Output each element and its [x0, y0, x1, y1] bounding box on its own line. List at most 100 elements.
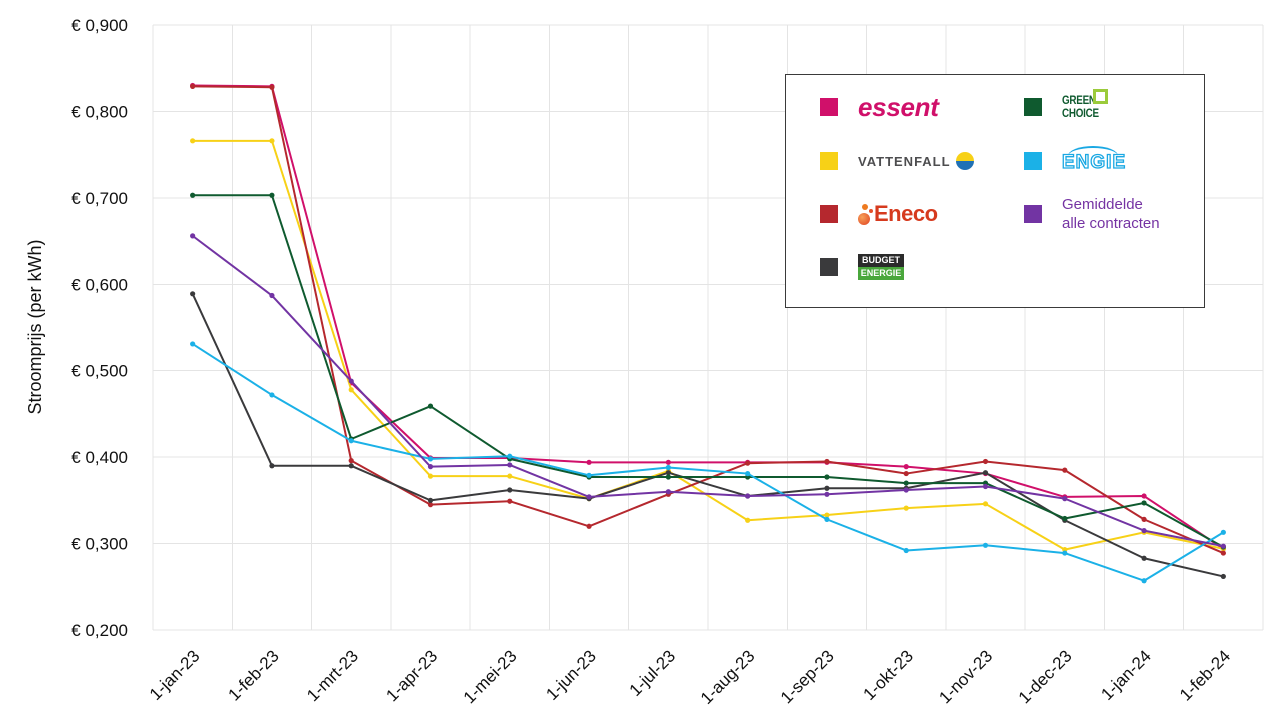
greenchoice-logo: GREEN CHOICE — [1062, 89, 1110, 122]
data-point-eneco — [982, 458, 989, 465]
y-axis-title: Stroomprijs (per kWh) — [25, 239, 45, 414]
data-point-gemiddelde-alle-contracten — [269, 292, 275, 299]
data-point-engie — [982, 542, 989, 548]
legend-swatch-essent — [820, 98, 838, 116]
data-point-essent — [665, 459, 671, 465]
data-point-eneco — [586, 523, 592, 529]
data-point-engie — [507, 453, 513, 459]
series-gemiddelde-alle-contracten — [190, 233, 1226, 549]
data-point-gemiddelde-alle-contracten — [507, 462, 513, 468]
x-tick-label: 1-dec-23 — [1015, 646, 1076, 707]
data-point-vattenfall — [824, 512, 830, 518]
x-tick-label: 1-feb-24 — [1176, 646, 1234, 704]
y-tick-label: € 0,900 — [71, 16, 128, 35]
data-point-engie — [824, 516, 830, 522]
greenchoice-logo-text: GREEN CHOICE — [1062, 93, 1099, 120]
series-line-gemiddelde-alle-contracten — [192, 235, 1224, 548]
y-tick-label: € 0,700 — [71, 189, 128, 208]
data-point-green-choice — [190, 192, 196, 198]
x-tick-label: 1-mrt-23 — [303, 646, 362, 705]
y-tick-label: € 0,200 — [71, 621, 128, 640]
eneco-logo-mark — [858, 202, 874, 226]
data-point-budget-energie — [665, 470, 671, 476]
data-point-eneco — [903, 470, 909, 477]
data-point-essent — [903, 464, 909, 470]
x-tick-label: 1-nov-23 — [935, 646, 996, 707]
data-point-engie — [665, 464, 671, 471]
legend-label-gemiddelde: Gemiddelde alle contracten — [1062, 196, 1160, 232]
data-point-eneco — [824, 458, 830, 465]
eneco-logo-dot — [862, 204, 868, 210]
legend-swatch-vattenfall — [820, 152, 838, 170]
essent-logo: essent — [858, 92, 939, 122]
data-point-green-choice — [1062, 515, 1068, 522]
y-tick-label: € 0,400 — [71, 448, 128, 467]
x-tick-label: 1-apr-23 — [382, 646, 441, 705]
data-point-gemiddelde-alle-contracten — [427, 464, 434, 470]
legend-item-vattenfall: VATTENFALL — [820, 146, 974, 176]
legend-item-greenchoice: GREEN CHOICE — [1024, 89, 1110, 122]
eneco-logo-dot — [869, 209, 873, 213]
budget-energie-logo: BUDGET ENERGIE — [858, 254, 904, 280]
x-tick-label: 1-mei-23 — [460, 646, 521, 707]
data-point-vattenfall — [745, 517, 751, 523]
engie-logo-arc — [1068, 146, 1118, 156]
data-point-budget-energie — [348, 463, 354, 469]
legend-item-engie: ENGIE — [1024, 146, 1126, 176]
data-point-gemiddelde-alle-contracten — [1141, 528, 1147, 534]
data-point-eneco — [745, 460, 751, 466]
legend-swatch-greenchoice — [1024, 98, 1042, 116]
series-eneco — [190, 83, 1226, 556]
y-tick-label: € 0,800 — [71, 102, 128, 121]
x-tick-label: 1-jan-23 — [146, 646, 204, 704]
data-point-green-choice — [1141, 500, 1147, 506]
data-point-budget-energie — [190, 291, 196, 297]
legend-item-essent: essent — [820, 92, 939, 122]
data-point-gemiddelde-alle-contracten — [745, 493, 751, 499]
data-point-engie — [903, 547, 909, 554]
data-point-green-choice — [903, 480, 909, 486]
series-line-eneco — [192, 85, 1224, 554]
eneco-logo-dot — [858, 213, 870, 225]
data-point-engie — [190, 341, 196, 347]
data-point-vattenfall — [982, 501, 989, 507]
engie-logo: ENGIE — [1061, 146, 1126, 174]
series-vattenfall — [190, 138, 1226, 553]
greenchoice-logo-mark — [1093, 89, 1108, 104]
y-tick-label: € 0,500 — [71, 362, 128, 381]
x-tick-label: 1-okt-23 — [860, 646, 918, 704]
data-point-eneco — [348, 458, 354, 464]
data-point-engie — [1141, 578, 1147, 584]
vattenfall-logo: VATTENFALL — [858, 153, 951, 169]
data-point-eneco — [190, 83, 196, 89]
legend: essent VATTENFALL Eneco BUDGET ENERGIE G… — [785, 74, 1205, 308]
data-point-vattenfall — [427, 473, 434, 479]
data-point-budget-energie — [824, 485, 830, 491]
data-point-green-choice — [665, 474, 671, 480]
data-point-essent — [1141, 493, 1147, 499]
data-point-engie — [1220, 529, 1226, 535]
data-point-vattenfall — [903, 505, 909, 511]
data-point-green-choice — [824, 474, 830, 480]
data-point-engie — [586, 472, 592, 478]
legend-item-gemiddelde: Gemiddelde alle contracten — [1024, 196, 1165, 232]
data-point-gemiddelde-alle-contracten — [348, 378, 354, 384]
x-tick-label: 1-aug-23 — [697, 646, 759, 708]
x-axis: 1-jan-23 1-feb-23 1-mrt-23 1-apr-23 1-mei-23… — [146, 646, 1234, 708]
data-point-engie — [269, 392, 275, 398]
data-point-engie — [745, 470, 751, 477]
data-point-gemiddelde-alle-contracten — [586, 494, 592, 500]
x-tick-label: 1-feb-23 — [225, 646, 283, 704]
data-point-gemiddelde-alle-contracten — [1220, 543, 1226, 549]
data-point-gemiddelde-alle-contracten — [824, 491, 830, 497]
data-point-budget-energie — [269, 463, 275, 469]
data-point-vattenfall — [348, 387, 354, 393]
data-point-green-choice — [269, 192, 275, 198]
data-point-green-choice — [427, 403, 434, 409]
legend-swatch-eneco — [820, 205, 838, 223]
y-tick-label: € 0,300 — [71, 535, 128, 554]
data-point-budget-energie — [982, 470, 989, 476]
legend-swatch-engie — [1024, 152, 1042, 170]
series-engie — [190, 341, 1226, 584]
x-tick-label: 1-sep-23 — [777, 646, 838, 707]
